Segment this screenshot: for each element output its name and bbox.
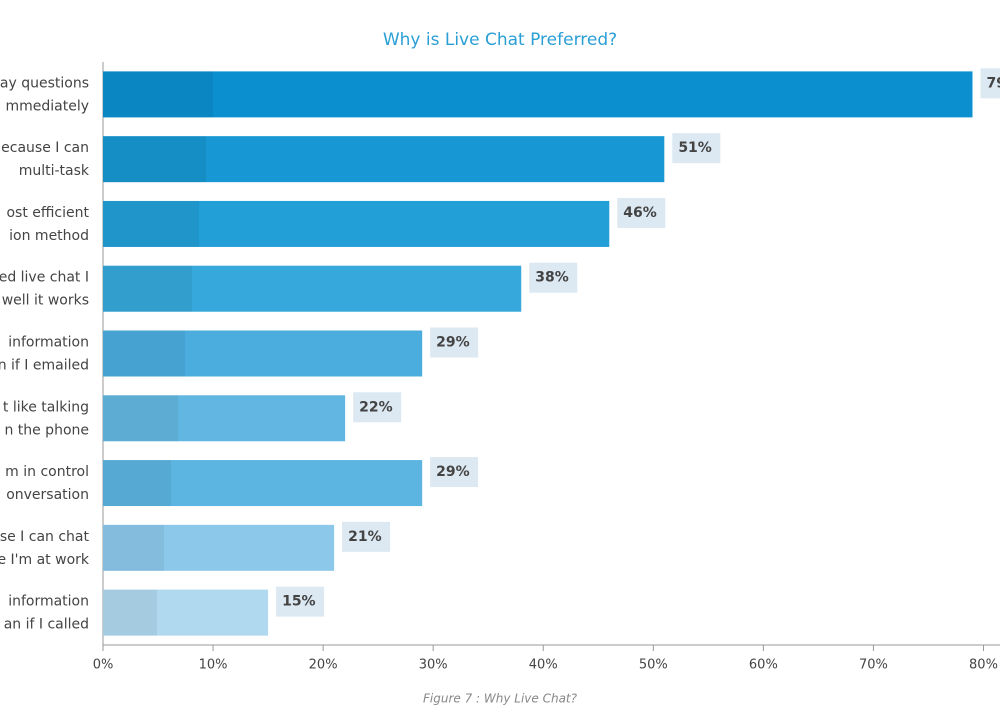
callout: [672, 133, 721, 164]
category-label: m in control: [5, 464, 89, 480]
callout: [430, 327, 479, 358]
callout: [529, 262, 578, 293]
value-label: 79: [986, 75, 1000, 91]
bar: [103, 395, 346, 442]
value-label: 15%: [282, 594, 316, 610]
category-label: onversation: [6, 487, 89, 503]
callout: [276, 586, 325, 617]
bar-shade: [103, 136, 206, 183]
category-label: well it works: [2, 293, 89, 309]
category-label: n the phone: [4, 422, 89, 438]
caption: Figure 7 : Why Live Chat?: [423, 692, 578, 706]
x-tick-label: 70%: [859, 658, 888, 673]
x-tick-label: 30%: [419, 658, 448, 673]
value-label: 51%: [678, 140, 712, 156]
callout: [430, 457, 479, 488]
bar: [103, 330, 423, 377]
x-tick-label: 60%: [749, 658, 778, 673]
value-label: 21%: [348, 529, 382, 545]
bar-shade: [103, 395, 178, 442]
category-label: ecause I can: [1, 140, 89, 156]
category-label: e I'm at work: [0, 552, 90, 568]
callout: [617, 197, 666, 228]
callout: [980, 68, 1000, 99]
callout: [353, 392, 402, 423]
callout: [342, 521, 391, 552]
bar: [103, 200, 610, 247]
value-label: 46%: [623, 205, 657, 221]
value-label: 22%: [359, 399, 393, 415]
category-label: information: [8, 594, 89, 610]
category-label: information: [8, 335, 89, 351]
bar-shade: [103, 524, 164, 571]
bar-shade: [103, 265, 192, 312]
x-tick-label: 0%: [93, 658, 114, 673]
category-label: ay questions: [0, 75, 89, 91]
bar-shade: [103, 330, 185, 377]
bar-shade: [103, 460, 171, 507]
x-tick-label: 50%: [639, 658, 668, 673]
category-label: n if I emailed: [0, 358, 89, 374]
x-tick-label: 80%: [969, 658, 998, 673]
bar: [103, 589, 269, 636]
bar: [103, 524, 335, 571]
bar: [103, 136, 665, 183]
category-label: an if I called: [4, 617, 89, 633]
category-label: ed live chat I: [0, 270, 89, 286]
bar: [103, 460, 423, 507]
category-label: ion method: [9, 228, 89, 244]
x-tick-label: 40%: [529, 658, 558, 673]
bar-shade: [103, 589, 157, 636]
bar-shade: [103, 200, 199, 247]
bar-shade: [103, 71, 213, 118]
value-label: 29%: [436, 335, 470, 351]
x-tick-label: 10%: [199, 658, 228, 673]
value-label: 38%: [535, 270, 569, 286]
bar: [103, 265, 522, 312]
category-label: mmediately: [5, 98, 89, 114]
category-label: se I can chat: [0, 529, 89, 545]
value-label: 29%: [436, 464, 470, 480]
category-label: t like talking: [3, 399, 89, 415]
bar: [103, 71, 973, 118]
chart-title: Why is Live Chat Preferred?: [383, 30, 617, 50]
category-label: ost efficient: [6, 205, 89, 221]
category-label: multi-task: [19, 163, 90, 179]
x-tick-label: 20%: [309, 658, 338, 673]
